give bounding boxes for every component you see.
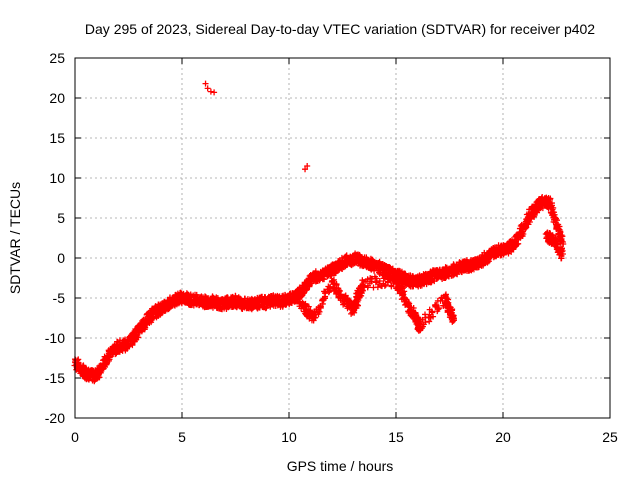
data-point bbox=[317, 305, 324, 312]
data-point bbox=[374, 284, 381, 291]
y-tick-label: 15 bbox=[49, 130, 65, 146]
data-point bbox=[399, 289, 406, 296]
data-point bbox=[354, 298, 361, 305]
data-point bbox=[381, 275, 388, 282]
data-point bbox=[558, 232, 565, 239]
data-point bbox=[422, 314, 429, 321]
data-point bbox=[450, 315, 457, 321]
data-point bbox=[391, 275, 398, 282]
data-point bbox=[304, 163, 311, 169]
data-point bbox=[436, 305, 443, 312]
data-point bbox=[343, 252, 350, 259]
y-tick-label: -10 bbox=[45, 330, 65, 346]
data-point bbox=[388, 283, 395, 290]
data-point bbox=[426, 318, 433, 325]
x-axis-label: GPS time / hours bbox=[287, 458, 394, 474]
data-point bbox=[133, 332, 140, 339]
data-point bbox=[559, 245, 566, 252]
chart-title: Day 295 of 2023, Sidereal Day-to-day VTE… bbox=[85, 21, 595, 37]
data-point bbox=[207, 88, 214, 95]
data-point bbox=[362, 278, 369, 285]
data-point bbox=[558, 255, 565, 262]
y-axis-label: SDTVAR / TECUs bbox=[7, 182, 23, 294]
data-point bbox=[419, 323, 426, 330]
data-point bbox=[435, 306, 442, 313]
data-point bbox=[522, 224, 529, 231]
data-point bbox=[376, 278, 383, 285]
data-point bbox=[295, 292, 302, 299]
y-tick-label: -15 bbox=[45, 370, 65, 386]
x-tick-label: 15 bbox=[388, 429, 404, 445]
data-point bbox=[202, 80, 209, 87]
data-point bbox=[326, 287, 333, 294]
data-point bbox=[448, 306, 455, 313]
data-point bbox=[305, 303, 312, 310]
data-point bbox=[559, 239, 566, 245]
data-point bbox=[432, 302, 439, 309]
y-tick-label: 20 bbox=[49, 90, 65, 106]
y-tick-label: -5 bbox=[53, 290, 66, 306]
data-point bbox=[557, 228, 564, 235]
data-point bbox=[359, 287, 366, 294]
data-point bbox=[381, 282, 388, 289]
data-point bbox=[429, 309, 436, 316]
data-point bbox=[406, 300, 413, 307]
data-point bbox=[401, 288, 408, 295]
data-point bbox=[559, 233, 566, 240]
data-point bbox=[533, 207, 540, 214]
data-point bbox=[443, 295, 450, 302]
data-point bbox=[430, 313, 437, 320]
data-point bbox=[559, 251, 566, 257]
x-tick-label: 25 bbox=[602, 429, 618, 445]
data-point bbox=[368, 278, 375, 285]
plot-border bbox=[74, 57, 611, 419]
data-point bbox=[211, 89, 218, 96]
y-tick-label: 25 bbox=[49, 50, 65, 66]
data-point bbox=[322, 293, 329, 300]
x-tick-label: 5 bbox=[178, 429, 186, 445]
y-tick-label: -20 bbox=[45, 410, 65, 426]
data-point bbox=[204, 85, 211, 92]
data-point bbox=[449, 318, 456, 325]
data-point bbox=[520, 228, 527, 235]
data-point bbox=[554, 240, 561, 247]
y-tick-label: 0 bbox=[57, 250, 65, 266]
x-tick-label: 0 bbox=[71, 429, 79, 445]
data-point bbox=[539, 205, 546, 212]
data-points bbox=[71, 80, 567, 385]
x-tick-label: 10 bbox=[281, 429, 297, 445]
x-tick-label: 20 bbox=[495, 429, 511, 445]
data-point bbox=[316, 308, 323, 315]
data-point bbox=[547, 195, 554, 202]
data-point bbox=[262, 305, 269, 312]
data-point bbox=[182, 295, 189, 302]
data-point bbox=[500, 242, 507, 249]
y-tick-label: 5 bbox=[57, 210, 65, 226]
data-point bbox=[335, 287, 342, 294]
data-point bbox=[302, 166, 309, 173]
grid bbox=[75, 58, 610, 418]
data-point bbox=[554, 217, 561, 224]
data-point bbox=[390, 280, 397, 287]
data-point bbox=[303, 287, 310, 294]
data-point bbox=[97, 369, 104, 376]
data-point bbox=[141, 324, 148, 331]
y-tick-label: 10 bbox=[49, 170, 65, 186]
data-point bbox=[321, 276, 328, 283]
